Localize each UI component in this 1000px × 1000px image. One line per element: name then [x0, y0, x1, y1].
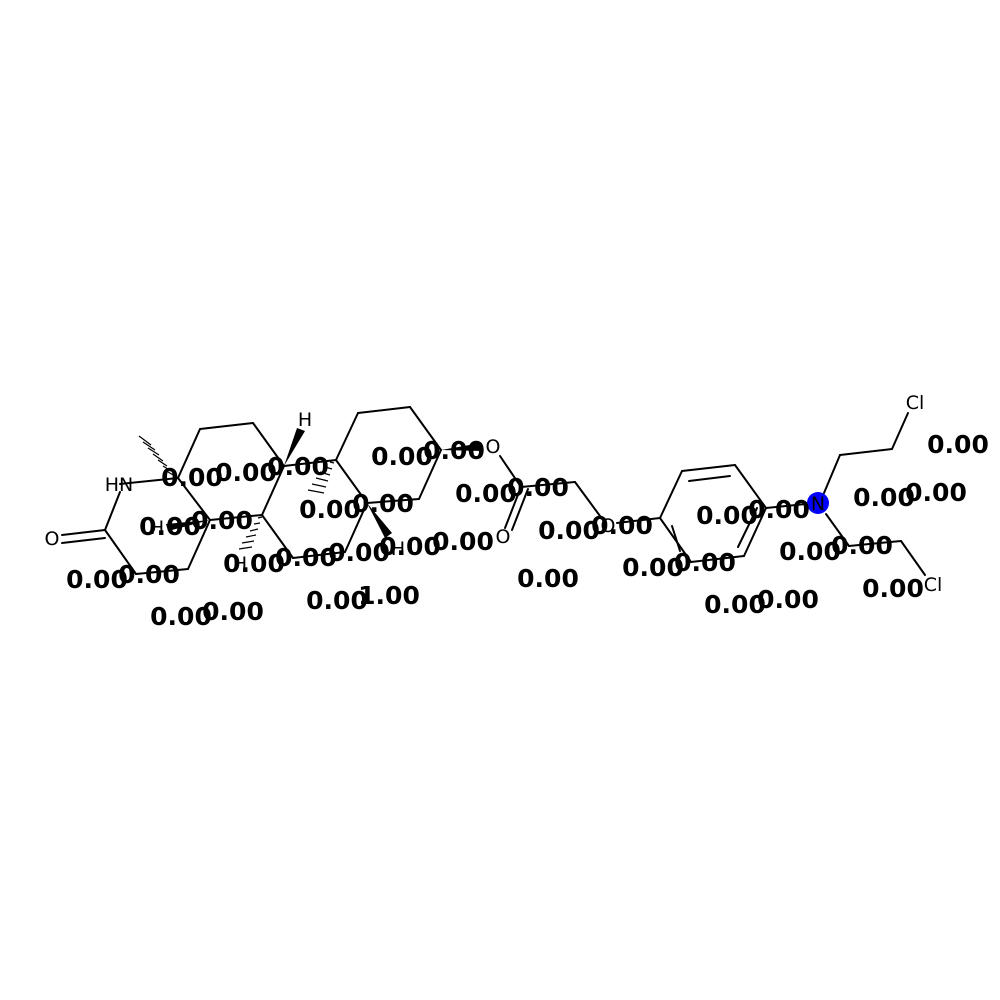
atom-weight-label: 0.00: [139, 512, 201, 541]
atom-label-h-upper: H: [298, 409, 312, 431]
atom-weight-label: 0.00: [507, 473, 569, 502]
atom-weight-label: 0.00: [455, 479, 517, 508]
ring-c: [261, 459, 368, 559]
atom-weight-label: 0.00: [831, 531, 893, 560]
atom-label-h-right: H: [391, 538, 405, 560]
atom-weight-labels: 0.000.000.00 0.000.000.000.000.000.00 0.00…: [66, 430, 989, 631]
atom-label-cl-bottom: Cl: [924, 574, 943, 596]
atom-weight-label: 0.00: [306, 586, 368, 615]
nitrogen-mustard: [765, 412, 926, 576]
atom-weight-label: 0.00: [371, 442, 433, 471]
atom-weight-label: 0.00: [862, 574, 924, 603]
atom-weight-label: 0.00: [905, 478, 967, 507]
atom-label-o-ester: O: [486, 436, 501, 458]
atom-label-hn: HN: [105, 474, 134, 496]
atom-weight-label: 0.00: [591, 511, 653, 540]
ring-a: [61, 477, 211, 575]
atom-label-o-ether: O: [601, 515, 616, 537]
atom-labels: HN O H H H H O O O N Cl Cl: [45, 392, 943, 596]
atom-weight-label: 0.00: [853, 483, 915, 512]
atom-weight-label: 0.00: [267, 452, 329, 481]
atom-weight-label: 0.00: [927, 430, 989, 459]
nitrogen-highlight: [807, 492, 829, 514]
atom-weight-label: 0.00: [161, 463, 223, 492]
atom-weight-label: 0.00: [674, 548, 736, 577]
atom-weight-label: 0.00: [215, 458, 277, 487]
atom-weight-label: 1.00: [358, 581, 420, 610]
atom-weight-label: 0.00: [432, 527, 494, 556]
atom-weight-label: 0.00: [299, 495, 361, 524]
stereo-bonds: [138, 428, 482, 550]
atom-weight-label: 0.00: [538, 516, 600, 545]
atom-weight-label: 0.00: [328, 538, 390, 567]
benzene-ring: [659, 464, 767, 563]
atom-weight-label: 0.00: [66, 565, 128, 594]
atom-weight-label: 0.00: [423, 436, 485, 465]
atom-weight-label: 0.00: [517, 564, 579, 593]
atom-label-o-carbonyl: O: [496, 526, 511, 548]
atom-weight-label: 0.00: [704, 590, 766, 619]
atom-weight-label: 0.00: [779, 537, 841, 566]
atom-label-h-left: H: [150, 517, 164, 539]
atom-weight-label: 0.00: [379, 532, 441, 561]
atom-weight-label: 0.00: [202, 597, 264, 626]
ring-d: [335, 406, 442, 504]
atom-weight-label: 0.00: [275, 543, 337, 572]
atom-weight-label: 0.00: [748, 495, 810, 524]
atom-label-n: N: [811, 493, 825, 515]
atom-weight-label: 0.00: [118, 560, 180, 589]
atom-weight-label: 0.00: [150, 602, 212, 631]
atom-weight-label: 0.00: [191, 506, 253, 535]
atom-label-o-carbonyl-left: O: [45, 528, 60, 550]
atom-label-cl-top: Cl: [906, 392, 925, 414]
atom-weight-label: 0.00: [352, 489, 414, 518]
atom-weight-label: 0.00: [696, 501, 758, 530]
atom-weight-label: 0.00: [757, 585, 819, 614]
atom-weight-label: 0.00: [223, 549, 285, 578]
ring-b: [177, 422, 285, 521]
atom-weight-label: 0.00: [622, 553, 684, 582]
ester-linker: [499, 455, 661, 531]
atom-label-h-mid: H: [233, 553, 247, 575]
